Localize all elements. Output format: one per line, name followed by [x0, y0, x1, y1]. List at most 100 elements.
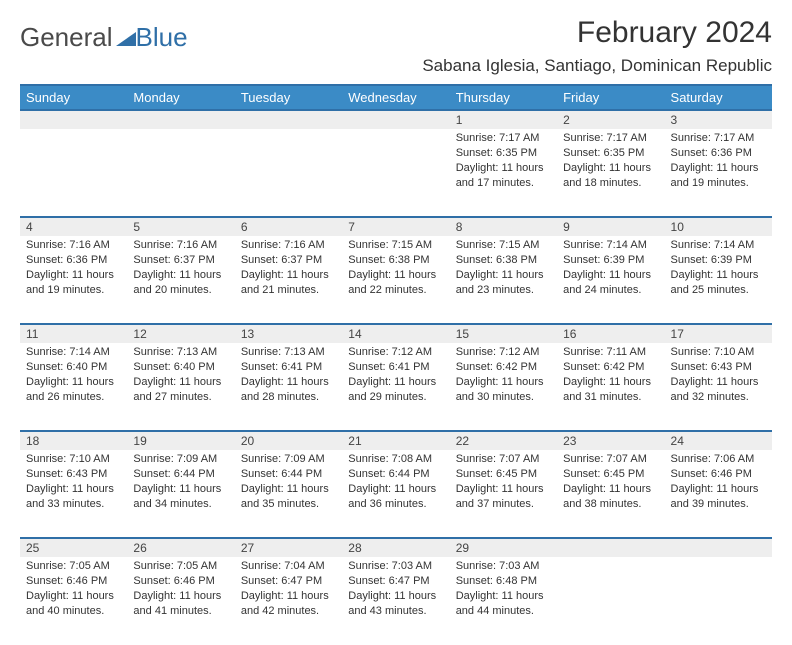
sunrise-text: Sunrise: 7:07 AM — [563, 452, 658, 467]
day-number: 19 — [127, 432, 234, 450]
sunset-text: Sunset: 6:42 PM — [563, 360, 658, 375]
sunset-text: Sunset: 6:36 PM — [26, 253, 121, 268]
day-body-cell: Sunrise: 7:04 AMSunset: 6:47 PMDaylight:… — [235, 557, 342, 645]
day-details: Sunrise: 7:10 AMSunset: 6:43 PMDaylight:… — [665, 343, 772, 408]
daylight-text: Daylight: 11 hours and 41 minutes. — [133, 589, 228, 619]
day-number-cell — [235, 110, 342, 129]
day-body-cell: Sunrise: 7:15 AMSunset: 6:38 PMDaylight:… — [342, 236, 449, 324]
day-details: Sunrise: 7:06 AMSunset: 6:46 PMDaylight:… — [665, 450, 772, 515]
day-body-cell: Sunrise: 7:17 AMSunset: 6:35 PMDaylight:… — [557, 129, 664, 217]
sunset-text: Sunset: 6:35 PM — [456, 146, 551, 161]
day-number: 5 — [127, 218, 234, 236]
day-number-cell: 14 — [342, 324, 449, 343]
day-number-cell — [127, 110, 234, 129]
sunset-text: Sunset: 6:45 PM — [456, 467, 551, 482]
day-number: 24 — [665, 432, 772, 450]
sunset-text: Sunset: 6:39 PM — [671, 253, 766, 268]
sunrise-text: Sunrise: 7:16 AM — [133, 238, 228, 253]
day-body-cell: Sunrise: 7:14 AMSunset: 6:39 PMDaylight:… — [665, 236, 772, 324]
daylight-text: Daylight: 11 hours and 30 minutes. — [456, 375, 551, 405]
day-number: 12 — [127, 325, 234, 343]
day-body-cell: Sunrise: 7:15 AMSunset: 6:38 PMDaylight:… — [450, 236, 557, 324]
week-number-row: 2526272829 — [20, 538, 772, 557]
daylight-text: Daylight: 11 hours and 39 minutes. — [671, 482, 766, 512]
day-body-cell: Sunrise: 7:16 AMSunset: 6:37 PMDaylight:… — [235, 236, 342, 324]
sunset-text: Sunset: 6:46 PM — [133, 574, 228, 589]
daylight-text: Daylight: 11 hours and 29 minutes. — [348, 375, 443, 405]
day-number-cell: 19 — [127, 431, 234, 450]
day-body-cell: Sunrise: 7:09 AMSunset: 6:44 PMDaylight:… — [235, 450, 342, 538]
daylight-text: Daylight: 11 hours and 27 minutes. — [133, 375, 228, 405]
day-details: Sunrise: 7:13 AMSunset: 6:41 PMDaylight:… — [235, 343, 342, 408]
day-details: Sunrise: 7:16 AMSunset: 6:37 PMDaylight:… — [235, 236, 342, 301]
day-body-cell: Sunrise: 7:12 AMSunset: 6:42 PMDaylight:… — [450, 343, 557, 431]
day-body-cell: Sunrise: 7:11 AMSunset: 6:42 PMDaylight:… — [557, 343, 664, 431]
sunrise-text: Sunrise: 7:14 AM — [563, 238, 658, 253]
daylight-text: Daylight: 11 hours and 38 minutes. — [563, 482, 658, 512]
sunrise-text: Sunrise: 7:06 AM — [671, 452, 766, 467]
day-number: 23 — [557, 432, 664, 450]
day-body-cell — [20, 129, 127, 217]
day-details: Sunrise: 7:15 AMSunset: 6:38 PMDaylight:… — [342, 236, 449, 301]
sunset-text: Sunset: 6:38 PM — [348, 253, 443, 268]
day-body-cell: Sunrise: 7:03 AMSunset: 6:47 PMDaylight:… — [342, 557, 449, 645]
sunrise-text: Sunrise: 7:05 AM — [26, 559, 121, 574]
sunrise-text: Sunrise: 7:17 AM — [671, 131, 766, 146]
daylight-text: Daylight: 11 hours and 25 minutes. — [671, 268, 766, 298]
day-body-cell — [665, 557, 772, 645]
daylight-text: Daylight: 11 hours and 35 minutes. — [241, 482, 336, 512]
day-details: Sunrise: 7:09 AMSunset: 6:44 PMDaylight:… — [235, 450, 342, 515]
calendar-table: SundayMondayTuesdayWednesdayThursdayFrid… — [20, 86, 772, 645]
day-body-cell: Sunrise: 7:16 AMSunset: 6:36 PMDaylight:… — [20, 236, 127, 324]
sunset-text: Sunset: 6:37 PM — [133, 253, 228, 268]
brand-text-1: General — [20, 24, 113, 50]
day-number: 17 — [665, 325, 772, 343]
day-number: 25 — [20, 539, 127, 557]
day-number: 10 — [665, 218, 772, 236]
day-number-cell: 1 — [450, 110, 557, 129]
sunrise-text: Sunrise: 7:05 AM — [133, 559, 228, 574]
day-header: Friday — [557, 86, 664, 110]
sunset-text: Sunset: 6:43 PM — [26, 467, 121, 482]
day-number: 1 — [450, 111, 557, 129]
day-number-cell: 12 — [127, 324, 234, 343]
sunrise-text: Sunrise: 7:03 AM — [348, 559, 443, 574]
day-number-cell: 27 — [235, 538, 342, 557]
title-block: February 2024 Sabana Iglesia, Santiago, … — [422, 16, 772, 76]
day-number-cell: 22 — [450, 431, 557, 450]
day-body-cell — [235, 129, 342, 217]
day-details: Sunrise: 7:08 AMSunset: 6:44 PMDaylight:… — [342, 450, 449, 515]
day-body-cell: Sunrise: 7:17 AMSunset: 6:36 PMDaylight:… — [665, 129, 772, 217]
daylight-text: Daylight: 11 hours and 23 minutes. — [456, 268, 551, 298]
daylight-text: Daylight: 11 hours and 42 minutes. — [241, 589, 336, 619]
day-number: 21 — [342, 432, 449, 450]
daylight-text: Daylight: 11 hours and 34 minutes. — [133, 482, 228, 512]
day-body-cell: Sunrise: 7:03 AMSunset: 6:48 PMDaylight:… — [450, 557, 557, 645]
logo-triangle-icon — [116, 24, 136, 50]
week-number-row: 18192021222324 — [20, 431, 772, 450]
location-text: Sabana Iglesia, Santiago, Dominican Repu… — [422, 56, 772, 76]
day-details: Sunrise: 7:14 AMSunset: 6:39 PMDaylight:… — [665, 236, 772, 301]
day-number-cell: 13 — [235, 324, 342, 343]
day-number: 9 — [557, 218, 664, 236]
sunset-text: Sunset: 6:42 PM — [456, 360, 551, 375]
day-body-cell: Sunrise: 7:17 AMSunset: 6:35 PMDaylight:… — [450, 129, 557, 217]
day-body-cell: Sunrise: 7:05 AMSunset: 6:46 PMDaylight:… — [20, 557, 127, 645]
sunrise-text: Sunrise: 7:14 AM — [671, 238, 766, 253]
day-body-cell: Sunrise: 7:08 AMSunset: 6:44 PMDaylight:… — [342, 450, 449, 538]
day-details: Sunrise: 7:07 AMSunset: 6:45 PMDaylight:… — [557, 450, 664, 515]
day-number-cell: 25 — [20, 538, 127, 557]
day-number: 14 — [342, 325, 449, 343]
day-number-cell: 23 — [557, 431, 664, 450]
sunset-text: Sunset: 6:38 PM — [456, 253, 551, 268]
day-number-cell: 18 — [20, 431, 127, 450]
day-number: 26 — [127, 539, 234, 557]
sunrise-text: Sunrise: 7:12 AM — [456, 345, 551, 360]
sunset-text: Sunset: 6:35 PM — [563, 146, 658, 161]
sunset-text: Sunset: 6:41 PM — [241, 360, 336, 375]
sunrise-text: Sunrise: 7:17 AM — [563, 131, 658, 146]
sunset-text: Sunset: 6:47 PM — [348, 574, 443, 589]
sunrise-text: Sunrise: 7:15 AM — [348, 238, 443, 253]
day-details: Sunrise: 7:11 AMSunset: 6:42 PMDaylight:… — [557, 343, 664, 408]
day-body-cell: Sunrise: 7:14 AMSunset: 6:39 PMDaylight:… — [557, 236, 664, 324]
